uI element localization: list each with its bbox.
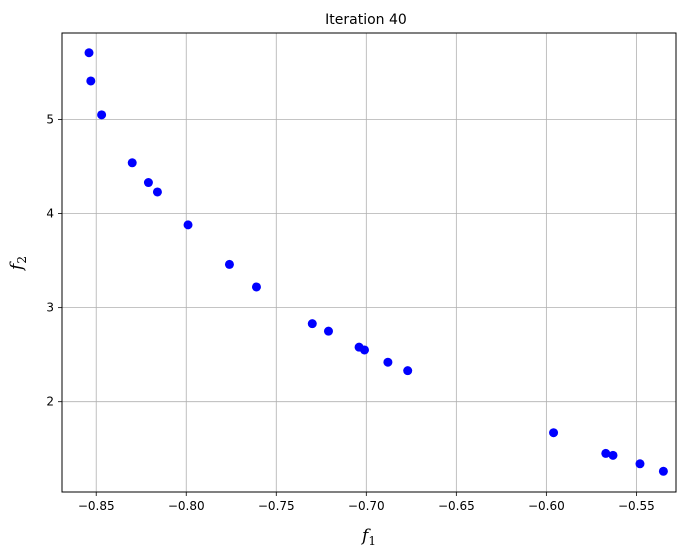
data-point — [403, 366, 413, 376]
grid — [62, 33, 676, 492]
x-tick-label: −0.80 — [168, 499, 205, 513]
y-tick-label: 5 — [46, 113, 54, 127]
y-axis-label-main: f — [7, 261, 27, 272]
x-tick-label: −0.75 — [258, 499, 295, 513]
x-tick-label: −0.85 — [78, 499, 115, 513]
chart-title: Iteration 40 — [325, 12, 407, 28]
x-axis-label-main: f — [360, 526, 371, 546]
data-points — [84, 48, 668, 476]
data-point — [307, 319, 317, 329]
data-point — [97, 110, 107, 120]
data-point — [86, 76, 96, 86]
data-point — [143, 178, 153, 188]
x-axis-ticks: −0.85 −0.80 −0.75 −0.70 −0.65 −0.60 −0.55 — [78, 492, 655, 513]
x-tick-label: −0.60 — [528, 499, 565, 513]
data-point — [152, 187, 162, 197]
x-axis-label: f1 — [360, 526, 376, 548]
plot-frame — [61, 32, 677, 493]
x-tick-label: −0.70 — [348, 499, 385, 513]
x-axis-label-subscript: 1 — [368, 534, 376, 548]
data-point — [383, 357, 393, 367]
y-axis-label: f2 — [7, 256, 29, 272]
data-point — [608, 450, 618, 460]
data-point — [658, 466, 668, 476]
y-tick-label: 4 — [46, 207, 54, 221]
data-point — [359, 345, 369, 355]
data-point — [635, 459, 645, 469]
y-tick-label: 2 — [46, 395, 54, 409]
x-tick-label: −0.55 — [618, 499, 655, 513]
y-axis-ticks: 2 3 4 5 — [46, 113, 62, 409]
data-point — [84, 48, 94, 58]
x-tick-label: −0.65 — [438, 499, 475, 513]
data-point — [251, 282, 261, 292]
y-tick-label: 3 — [46, 301, 54, 315]
data-point — [127, 158, 137, 168]
data-point — [549, 428, 559, 438]
data-point — [224, 259, 234, 269]
data-point — [183, 220, 193, 230]
data-point — [601, 448, 611, 458]
data-point — [323, 326, 333, 336]
y-axis-label-subscript: 2 — [15, 256, 29, 264]
